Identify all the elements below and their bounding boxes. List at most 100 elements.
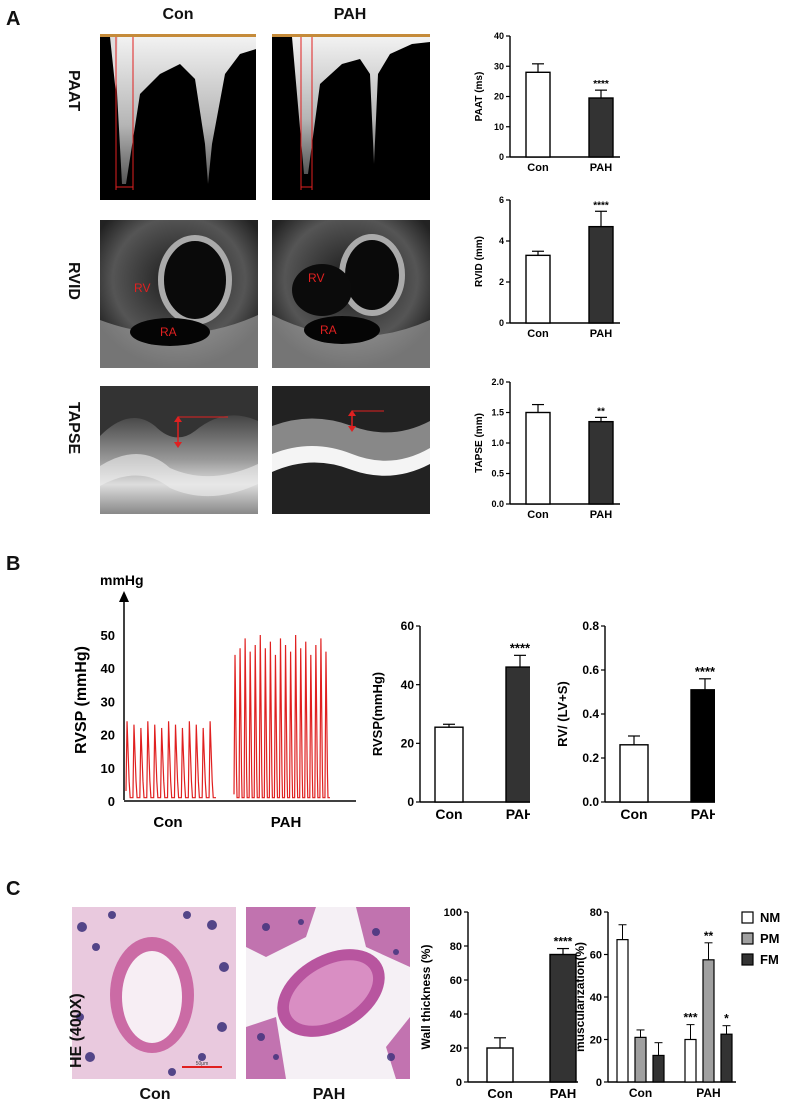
panel-letter-a: A: [6, 8, 21, 30]
row-label-tapse: TAPSE: [65, 402, 82, 455]
tapse-mmode-con-image: [100, 386, 258, 514]
rvsp-category-label-pah: PAH: [506, 806, 530, 822]
tapse-y-tick-label: 0.0: [491, 499, 504, 509]
rvsp-y-tick-label: 0: [407, 795, 414, 809]
trace-x-label-con: Con: [153, 814, 182, 831]
trace-unit-label: mmHg: [100, 572, 144, 588]
trace-y-axis-arrow: [119, 591, 129, 602]
paat-category-label-con: Con: [527, 162, 549, 174]
musc-legend-swatch-pm: [741, 932, 754, 945]
musc-category-label-pah: PAH: [696, 1086, 720, 1100]
rvratio-bar-pah: [690, 689, 715, 803]
rvratio-bar-con: [619, 744, 649, 803]
rvid-category-label-con: Con: [527, 328, 549, 340]
paat-doppler-pah-image: [272, 34, 430, 200]
tapse-y-tick-label: 2.0: [491, 377, 504, 387]
musc-bar-pm-pah: [702, 959, 715, 1083]
rvratio-y-tick-label: 0.4: [582, 707, 599, 721]
rvsp-category-label-con: Con: [435, 806, 462, 822]
rvsp-bar-pah: [505, 666, 530, 803]
ra-label-pah: RA: [320, 323, 337, 337]
paat-y-tick-label: 0: [499, 152, 504, 162]
ra-label-con: RA: [160, 325, 177, 339]
trace-y-tick-label: 30: [101, 694, 115, 709]
tapse-bar-con: [525, 411, 551, 505]
wall-y-tick-label: 100: [444, 907, 462, 919]
paat-y-tick-label: 20: [494, 92, 504, 102]
rvid-significance-pah: ****: [593, 200, 609, 211]
tapse-y-tick-label: 0.5: [491, 469, 504, 479]
wall-y-tick-label: 40: [450, 1009, 462, 1021]
rvsp-y-tick-label: 20: [401, 737, 415, 751]
wall-thickness-bar-chart: 0 20 40 60 80 100 Wall thickness (%) Con **** PAH: [419, 907, 578, 1101]
wall-y-tick-label: 80: [450, 941, 462, 953]
rvid-echo-pah-image: RV RA: [272, 220, 430, 368]
wall-y-tick-label: 20: [450, 1043, 462, 1055]
rvid-y-tick-label: 2: [499, 277, 504, 287]
trace-y-tick-label: 50: [101, 628, 115, 643]
musc-legend-label-fm: FM: [760, 952, 779, 967]
musc-significance: *: [724, 1012, 729, 1026]
trace-y-tick-label: 20: [101, 728, 115, 743]
trace-line-pah: [233, 634, 330, 799]
rvid-y-tick-label: 0: [499, 318, 504, 328]
rvratio-y-tick-label: 0.8: [582, 619, 599, 633]
rvsp-bar-con: [434, 726, 464, 803]
col-head-pah: PAH: [333, 6, 367, 23]
he-histology-con-image: 50μm: [72, 907, 236, 1079]
wall-y-tick-label: 0: [456, 1077, 462, 1089]
he-magnification-label: HE (400X): [68, 993, 85, 1068]
musc-legend-swatch-fm: [741, 953, 754, 966]
rvratio-significance-pah: ****: [695, 664, 715, 679]
rvid-y-tick-label: 4: [499, 236, 504, 246]
rvsp-y-label: RVSP(mmHg): [370, 672, 385, 756]
paat-y-tick-label: 10: [494, 122, 504, 132]
paat-y-tick-label: 30: [494, 61, 504, 71]
rvid-y-tick-label: 6: [499, 195, 504, 205]
musc-y-tick-label: 20: [590, 1035, 602, 1047]
trace-x-label-pah: PAH: [271, 814, 302, 831]
rvsp-bar-chart: 0 20 40 60 RVSP(mmHg) Con **** PAH: [370, 619, 530, 822]
musc-bar-fm-con: [652, 1054, 665, 1083]
rvsp-y-tick-label: 60: [401, 619, 415, 633]
rv-ratio-bar-chart: 0.0 0.2 0.4 0.6 0.8 RV/ (LV+S) Con **** PAH: [555, 619, 715, 822]
he-caption-con: Con: [139, 1086, 171, 1103]
trace-y-tick-label: 10: [101, 761, 115, 776]
wall-y-label: Wall thickness (%): [419, 945, 433, 1050]
musc-significance: **: [704, 929, 714, 943]
wall-bar-con: [486, 1047, 514, 1083]
rvsp-significance-pah: ****: [510, 640, 530, 655]
tapse-mmode-pah-image: [272, 386, 430, 514]
musc-category-label-con: Con: [629, 1086, 652, 1100]
paat-doppler-con-image: [100, 34, 256, 200]
col-head-con: Con: [162, 6, 194, 23]
musc-y-tick-label: 40: [590, 992, 602, 1004]
tapse-y-tick-label: 1.0: [491, 438, 504, 448]
muscularization-bar-chart: 020406080muscularization(%)Con******PAHN…: [573, 907, 780, 1100]
panel-letter-c: C: [6, 878, 21, 900]
paat-bar-pah: [588, 97, 614, 158]
musc-bar-nm-pah: [684, 1038, 697, 1083]
tapse-y-tick-label: 1.5: [491, 408, 504, 418]
wall-category-label-con: Con: [487, 1086, 512, 1101]
he-caption-pah: PAH: [312, 1086, 346, 1103]
musc-legend-swatch-nm: [741, 911, 754, 924]
paat-y-tick-label: 40: [494, 31, 504, 41]
rvsp-trace-chart: mmHg 0 10 20 30 40 50 RVSP (mmHg) Con PAH: [73, 572, 356, 831]
rvratio-category-label-pah: PAH: [691, 806, 715, 822]
tapse-category-label-con: Con: [527, 509, 549, 521]
paat-category-label-pah: PAH: [590, 162, 612, 174]
tapse-bar-pah: [588, 420, 614, 505]
wall-significance-pah: ****: [554, 935, 573, 949]
he-histology-pah-image: [246, 907, 410, 1079]
rvid-category-label-pah: PAH: [590, 328, 612, 340]
paat-y-label: PAAT (ms): [474, 72, 485, 122]
musc-bar-nm-con: [616, 939, 629, 1083]
musc-legend-label-pm: PM: [760, 931, 780, 946]
paat-bar-con: [525, 71, 551, 158]
rv-label-con: RV: [134, 281, 150, 295]
rvid-echo-con-image: RV RA: [100, 220, 258, 368]
paat-bar-chart: 0 10 20 30 40 PAAT (ms) Con **** PAH: [474, 31, 620, 174]
rvid-y-label: RVID (mm): [474, 236, 485, 287]
paat-significance-pah: ****: [593, 79, 609, 90]
